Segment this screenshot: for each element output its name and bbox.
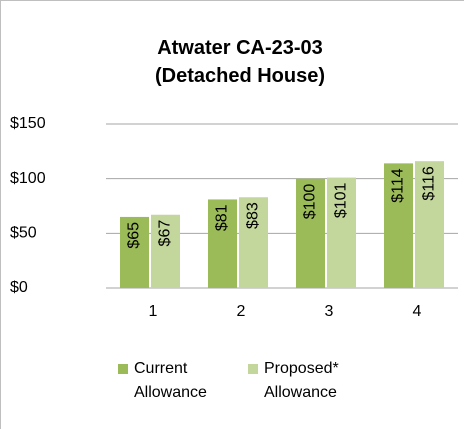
x-tick-label: 2 (237, 303, 246, 320)
legend-swatch (248, 364, 258, 374)
value-label: $81 (214, 204, 231, 231)
bar (208, 199, 237, 288)
legend-label: Proposed* Allowance (264, 360, 339, 401)
value-label: $83 (245, 202, 262, 229)
bar (239, 197, 268, 288)
value-label: $67 (157, 220, 174, 247)
x-tick-label: 1 (149, 303, 158, 320)
legend-entry: Proposed* Allowance (248, 357, 339, 405)
bar (415, 161, 444, 288)
y-tick-label: $50 (10, 225, 37, 242)
bar (327, 177, 356, 288)
y-tick-label: $0 (10, 279, 28, 296)
bar (120, 216, 149, 288)
bar (296, 178, 325, 288)
bar (384, 163, 413, 288)
legend-swatch (118, 364, 128, 374)
x-tick-label: 3 (325, 303, 334, 320)
y-tick-label: $100 (10, 170, 46, 187)
value-label: $101 (333, 182, 350, 218)
value-label: $65 (126, 222, 143, 249)
legend-label: Current Allowance (134, 360, 207, 401)
legend-entry: Current Allowance (118, 357, 207, 405)
value-label: $100 (302, 184, 319, 220)
x-tick-label: 4 (413, 303, 422, 320)
value-label: $114 (390, 168, 407, 203)
value-label: $116 (421, 166, 438, 201)
chart-title: Atwater CA-23-03 (Detached House) (154, 37, 326, 87)
bar (151, 214, 180, 288)
y-tick-label: $150 (10, 115, 46, 132)
